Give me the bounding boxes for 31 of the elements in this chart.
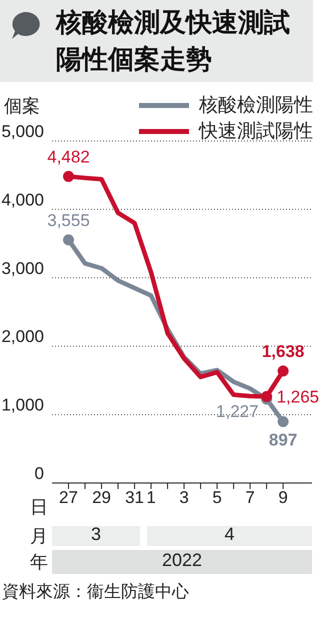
chart-title: 核酸檢測及快速測試陽性個案走勢	[56, 6, 291, 76]
y-tick-label: 1,000	[1, 396, 44, 415]
data-label: 1,227	[216, 402, 259, 422]
legend-label: 核酸檢測陽性	[199, 94, 313, 118]
data-label: 1,265	[276, 387, 320, 406]
source-note: 資料來源：衞生防護中心	[2, 581, 189, 603]
data-label: 897	[268, 430, 298, 450]
x-tick-label: 5	[212, 488, 222, 508]
x-tick-label: 9	[278, 488, 288, 508]
text: 2022	[52, 550, 312, 571]
data-label: 3,555	[47, 210, 90, 230]
x-tick-label: 31	[125, 488, 144, 508]
text: 年	[30, 551, 48, 574]
text: 日	[30, 496, 48, 519]
data-label: 4,482	[47, 147, 90, 166]
x-tick-label: 1	[146, 488, 156, 508]
x-tick-label: 3	[179, 488, 189, 508]
y-tick-label: 5,000	[1, 122, 44, 142]
text: 3	[52, 524, 140, 545]
x-tick-label: 29	[92, 488, 111, 508]
y-axis-title: 個案	[4, 95, 40, 118]
legend-label: 快速測試陽性	[199, 120, 313, 144]
y-tick-label: 2,000	[1, 327, 44, 346]
text: 月	[30, 525, 48, 548]
x-tick-label: 7	[245, 488, 255, 508]
y-tick-label: 0	[34, 464, 44, 484]
data-label: 1,638	[262, 342, 304, 361]
y-tick-label: 4,000	[1, 190, 44, 210]
y-tick-label: 3,000	[1, 258, 44, 278]
text: 4	[147, 524, 312, 545]
x-tick-label: 27	[59, 488, 78, 508]
